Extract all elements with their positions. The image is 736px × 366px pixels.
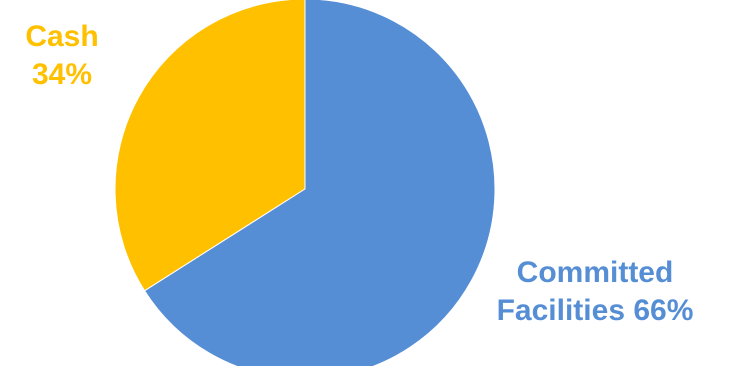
slice-label-cash: Cash 34% [6, 18, 118, 94]
slice-label-committed-value: Facilities 66% [496, 294, 694, 327]
slice-label-cash-name: Cash [25, 20, 99, 53]
pie-slice-committed-facilities [143, 0, 496, 366]
slice-label-committed-facilities: Committed Facilities 66% [468, 254, 722, 330]
slice-label-cash-value: 34% [31, 58, 93, 91]
slice-label-committed-name: Committed [516, 256, 674, 289]
pie-slice-cash [114, 0, 306, 292]
